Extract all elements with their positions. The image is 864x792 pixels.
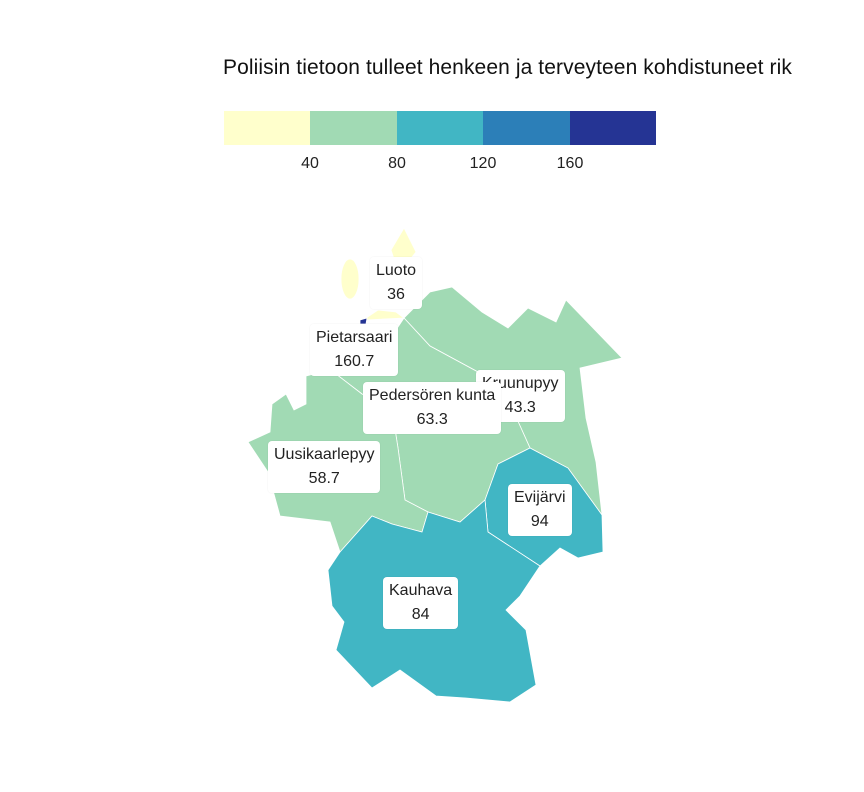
region-value: 43.3 <box>504 399 536 416</box>
region-name: Kauhava <box>389 582 453 599</box>
legend-swatch-4 <box>570 111 656 145</box>
label-pietarsaari: Pietarsaari 160.7 <box>310 324 399 376</box>
region-value: 63.3 <box>416 411 448 428</box>
region-value: 160.7 <box>334 353 375 370</box>
legend-swatch-0 <box>224 111 311 145</box>
label-kauhava: Kauhava 84 <box>383 577 459 629</box>
region-name: Pietarsaari <box>316 329 393 346</box>
label-pedersoren-kunta: Pedersören kunta 63.3 <box>363 382 502 434</box>
legend-swatch-1 <box>310 111 397 145</box>
region-name: Luoto <box>376 262 417 279</box>
region-name: Kruunupyy <box>482 375 559 392</box>
legend-tick-160: 160 <box>556 155 584 172</box>
region-value: 58.7 <box>308 470 340 487</box>
region-name: Pedersören kunta <box>369 387 496 404</box>
map-title: Poliisin tietoon tulleet henkeen ja terv… <box>223 56 792 79</box>
region-luoto[interactable] <box>340 227 417 321</box>
region-value: 84 <box>411 606 430 623</box>
legend-swatch-3 <box>483 111 570 145</box>
region-name: Evijärvi <box>514 489 566 506</box>
legend-tick-120: 120 <box>469 155 497 172</box>
label-uusikaarlepyy: Uusikaarlepyy 58.7 <box>268 441 381 493</box>
region-name: Uusikaarlepyy <box>274 446 375 463</box>
legend-tick-80: 80 <box>388 155 406 172</box>
color-legend: 40 80 120 160 <box>224 111 656 172</box>
legend-swatch-2 <box>397 111 484 145</box>
label-evijarvi: Evijärvi 94 <box>508 484 572 536</box>
region-value: 94 <box>530 513 549 530</box>
legend-tick-40: 40 <box>301 155 319 172</box>
region-value: 36 <box>387 286 405 303</box>
label-luoto: Luoto 36 <box>370 257 423 309</box>
